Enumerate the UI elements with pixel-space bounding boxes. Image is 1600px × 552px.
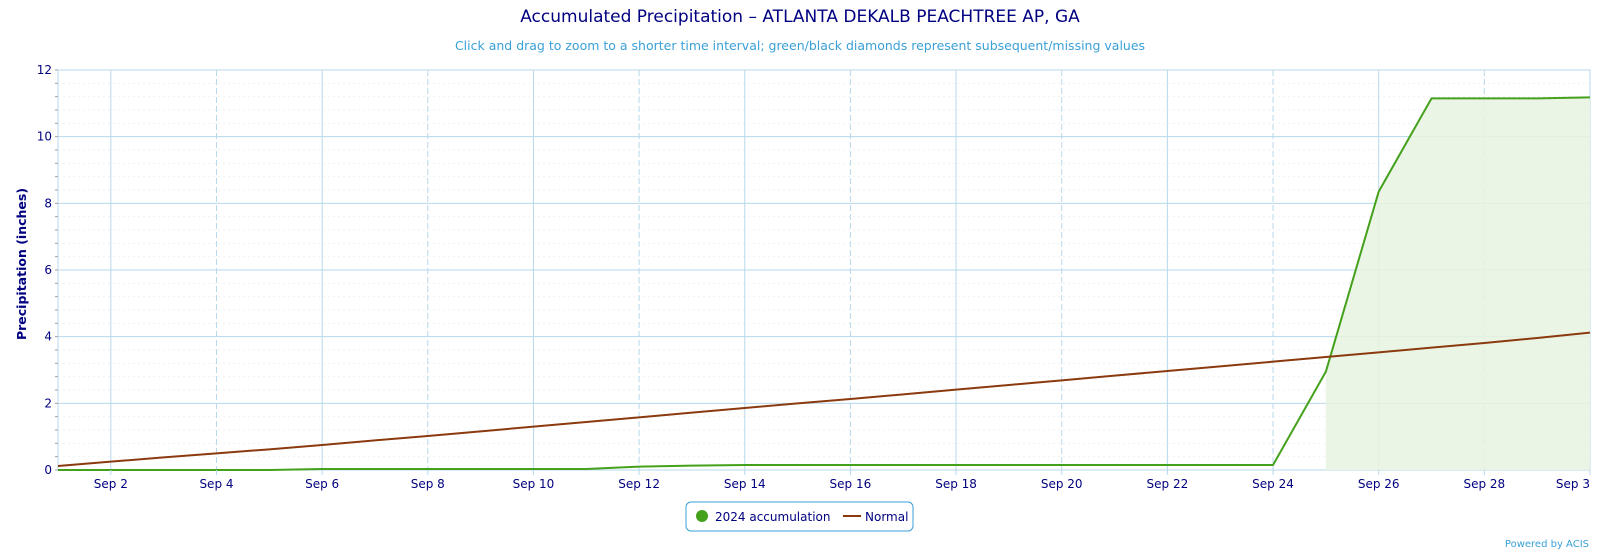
x-tick-label: Sep 4 bbox=[199, 477, 233, 491]
y-tick-label: 10 bbox=[37, 130, 52, 144]
x-tick-label: Sep 24 bbox=[1252, 477, 1294, 491]
y-tick-label: 0 bbox=[44, 463, 52, 477]
y-tick-label: 2 bbox=[44, 396, 52, 410]
legend-item-normal[interactable]: Normal bbox=[843, 510, 908, 524]
legend[interactable]: 2024 accumulation Normal bbox=[685, 501, 914, 532]
x-axis: Sep 2 Sep 4 Sep 6 Sep 8 Sep 10 Sep 12 Sep 14 Se… bbox=[94, 470, 1591, 491]
y-tick-label: 8 bbox=[44, 196, 52, 210]
accumulation-area-layer bbox=[1325, 97, 1590, 470]
x-tick-label: Sep 14 bbox=[724, 477, 766, 491]
x-tick-label: Sep 16 bbox=[830, 477, 872, 491]
y-tick-label: 4 bbox=[44, 330, 52, 344]
legend-item-accumulation[interactable]: 2024 accumulation bbox=[696, 510, 830, 524]
x-tick-label: Sep 26 bbox=[1358, 477, 1400, 491]
legend-accumulation-label: 2024 accumulation bbox=[715, 510, 830, 524]
x-tick-label: Sep 8 bbox=[411, 477, 445, 491]
x-tick-label: Sep 2 bbox=[94, 477, 128, 491]
x-tick-label: Sep 6 bbox=[305, 477, 339, 491]
x-tick-label: Sep 3 bbox=[1556, 477, 1590, 491]
x-tick-label: Sep 12 bbox=[618, 477, 660, 491]
legend-box bbox=[685, 501, 914, 532]
credit-link[interactable]: Powered by ACIS bbox=[1505, 539, 1589, 550]
x-tick-label: Sep 18 bbox=[935, 477, 977, 491]
y-axis: 0 2 4 6 8 10 12 bbox=[37, 63, 58, 477]
y-tick-label: 12 bbox=[37, 63, 52, 77]
chart-title: Accumulated Precipitation – ATLANTA DEKA… bbox=[520, 7, 1080, 27]
series-line-2024-accumulation[interactable] bbox=[58, 96, 1591, 471]
series-line-normal[interactable] bbox=[57, 331, 1591, 467]
x-tick-label: Sep 10 bbox=[513, 477, 555, 491]
x-tick-label: Sep 28 bbox=[1463, 477, 1505, 491]
x-tick-label: Sep 22 bbox=[1147, 477, 1189, 491]
legend-accumulation-marker bbox=[696, 510, 708, 522]
y-tick-label: 6 bbox=[44, 263, 52, 277]
x-tick-label: Sep 20 bbox=[1041, 477, 1083, 491]
legend-normal-label: Normal bbox=[865, 510, 908, 524]
accumulation-area bbox=[1325, 97, 1590, 470]
chart-subtitle: Click and drag to zoom to a shorter time… bbox=[455, 38, 1145, 53]
y-axis-title: Precipitation (inches) bbox=[14, 188, 29, 340]
series-lines-layer bbox=[57, 96, 1591, 471]
